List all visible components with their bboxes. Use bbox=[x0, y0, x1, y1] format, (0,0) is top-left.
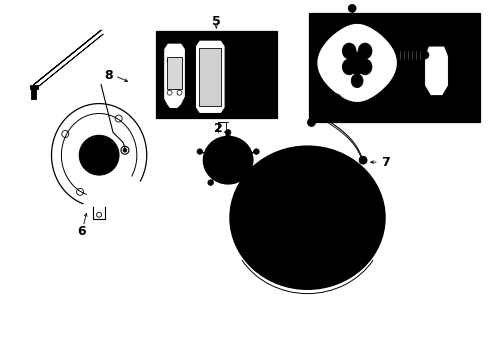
Ellipse shape bbox=[230, 146, 384, 289]
Text: 1: 1 bbox=[307, 253, 316, 266]
Text: 8: 8 bbox=[104, 69, 113, 82]
Polygon shape bbox=[316, 23, 397, 103]
Ellipse shape bbox=[289, 231, 298, 239]
Bar bbox=[309, 13, 479, 122]
Ellipse shape bbox=[316, 231, 325, 239]
Circle shape bbox=[253, 149, 259, 154]
Ellipse shape bbox=[342, 43, 355, 59]
Bar bbox=[30, 85, 38, 89]
Ellipse shape bbox=[357, 43, 371, 59]
Ellipse shape bbox=[357, 59, 371, 75]
Text: 6: 6 bbox=[77, 225, 85, 238]
Circle shape bbox=[122, 148, 127, 152]
Ellipse shape bbox=[299, 211, 315, 225]
Text: 7: 7 bbox=[380, 156, 389, 168]
Ellipse shape bbox=[234, 150, 380, 285]
Ellipse shape bbox=[295, 206, 319, 229]
Ellipse shape bbox=[267, 181, 347, 255]
Bar bbox=[155, 31, 276, 118]
Polygon shape bbox=[195, 40, 224, 113]
Ellipse shape bbox=[210, 143, 245, 177]
Ellipse shape bbox=[325, 207, 333, 215]
Ellipse shape bbox=[281, 207, 289, 215]
Ellipse shape bbox=[342, 59, 355, 75]
Circle shape bbox=[243, 180, 248, 185]
Circle shape bbox=[225, 130, 230, 135]
Text: 4: 4 bbox=[386, 17, 394, 30]
Ellipse shape bbox=[203, 136, 252, 184]
Text: 5: 5 bbox=[211, 15, 220, 28]
Circle shape bbox=[307, 118, 315, 126]
Polygon shape bbox=[424, 46, 447, 96]
Circle shape bbox=[318, 21, 323, 26]
Polygon shape bbox=[166, 57, 182, 89]
Ellipse shape bbox=[346, 52, 366, 74]
Text: 2: 2 bbox=[213, 122, 222, 135]
Circle shape bbox=[197, 149, 202, 154]
Circle shape bbox=[220, 152, 236, 168]
Circle shape bbox=[347, 4, 355, 12]
Ellipse shape bbox=[303, 192, 311, 200]
Ellipse shape bbox=[351, 57, 361, 69]
Circle shape bbox=[331, 96, 339, 105]
Bar bbox=[31, 89, 36, 99]
Text: 3: 3 bbox=[222, 130, 230, 143]
Ellipse shape bbox=[273, 186, 341, 249]
Circle shape bbox=[224, 156, 232, 164]
Circle shape bbox=[420, 51, 428, 59]
Ellipse shape bbox=[350, 74, 362, 88]
Polygon shape bbox=[163, 43, 185, 109]
Circle shape bbox=[358, 156, 366, 164]
Circle shape bbox=[79, 135, 119, 175]
Circle shape bbox=[207, 180, 213, 185]
Polygon shape bbox=[199, 48, 221, 105]
Circle shape bbox=[318, 98, 324, 104]
